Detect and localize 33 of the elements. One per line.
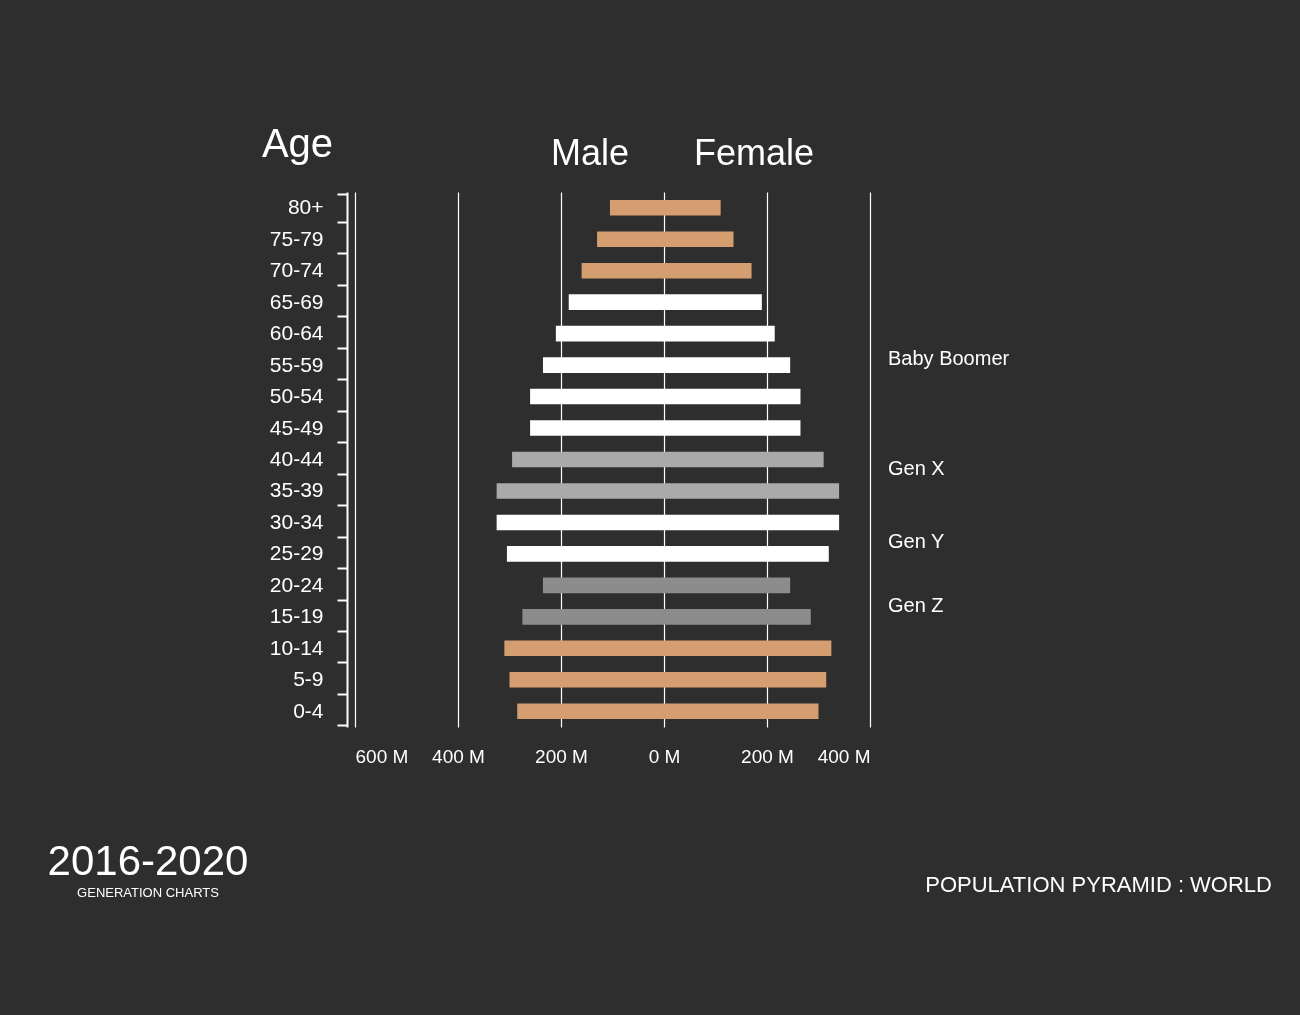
y-tick-label: 45-49 bbox=[269, 415, 324, 439]
y-tick-label: 5-9 bbox=[293, 667, 324, 691]
y-tick-label: 35-39 bbox=[269, 478, 324, 502]
text: Gen X bbox=[888, 457, 945, 479]
text: POPULATION PYRAMID : WORLD bbox=[925, 872, 1272, 897]
text: GENERATION CHARTS bbox=[77, 885, 220, 900]
x-tick-label: 200 M bbox=[741, 745, 794, 767]
text: Baby Boomer bbox=[888, 347, 1010, 369]
y-tick-label: 60-64 bbox=[269, 321, 324, 345]
y-axis-title: Age bbox=[261, 120, 334, 165]
y-tick-label: 80+ bbox=[287, 195, 324, 219]
y-tick-label: 20-24 bbox=[269, 572, 324, 596]
x-tick-label: 600 M bbox=[355, 745, 409, 767]
y-tick-label: 70-74 bbox=[269, 258, 324, 282]
y-tick-label: 25-29 bbox=[269, 541, 324, 565]
y-tick-label: 55-59 bbox=[269, 352, 324, 376]
y-tick-label: 75-79 bbox=[269, 226, 324, 250]
y-tick-label: 40-44 bbox=[269, 447, 324, 470]
series-label: Male bbox=[550, 132, 629, 173]
y-tick-label: 15-19 bbox=[269, 604, 324, 628]
y-tick-label: 50-54 bbox=[269, 384, 324, 408]
x-tick-label: 400 M bbox=[432, 745, 485, 767]
y-tick-label: 30-34 bbox=[269, 509, 324, 533]
y-tick-label: 0-4 bbox=[293, 698, 324, 722]
text: Gen Z bbox=[888, 594, 944, 616]
y-tick-label: 10-14 bbox=[269, 635, 324, 659]
x-tick-label: 400 M bbox=[817, 745, 871, 767]
text: 2016-2020 bbox=[47, 837, 249, 884]
x-tick-label: 0 M bbox=[648, 745, 681, 767]
x-tick-label: 200 M bbox=[535, 745, 588, 767]
text: Gen Y bbox=[888, 530, 945, 552]
series-label: Female bbox=[694, 132, 815, 173]
y-tick-label: 65-69 bbox=[269, 289, 324, 313]
